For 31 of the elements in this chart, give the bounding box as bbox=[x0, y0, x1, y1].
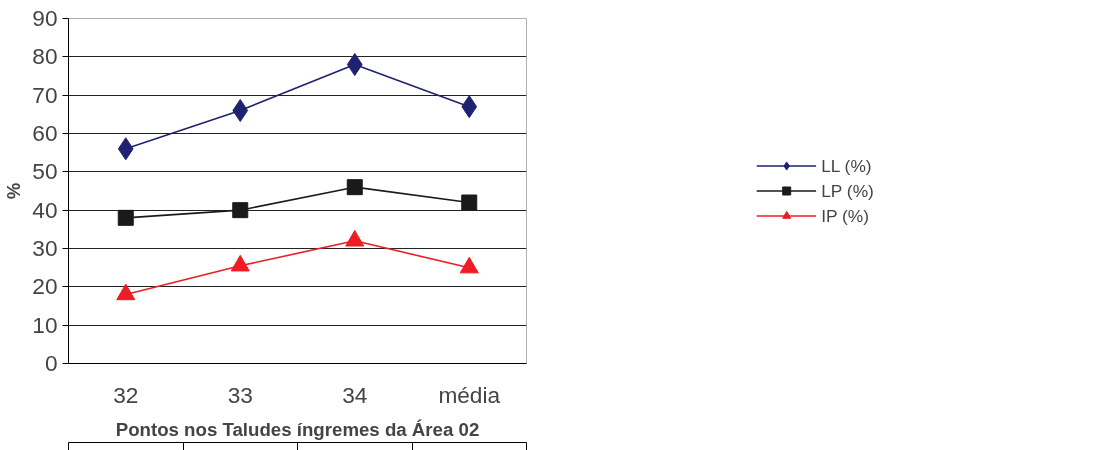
y-tick-label: 10 bbox=[32, 311, 58, 338]
legend-label: LL (%) bbox=[821, 155, 872, 176]
point bbox=[117, 209, 134, 226]
y-tick-label: 60 bbox=[32, 120, 58, 146]
point bbox=[230, 254, 250, 272]
y-tick-label: 80 bbox=[32, 43, 58, 70]
y-tick-label: 50 bbox=[32, 158, 58, 185]
y-tick-label: 20 bbox=[32, 273, 58, 300]
y-axis-title: % bbox=[3, 182, 25, 200]
y-tick-label: 40 bbox=[32, 196, 58, 223]
x-tick-label: 32 bbox=[113, 381, 139, 408]
x-tick-label: 33 bbox=[227, 381, 253, 408]
point bbox=[116, 283, 136, 301]
y-tick-label: 30 bbox=[32, 235, 58, 261]
x-axis-title: Pontos nos Taludes íngremes da Área 02 bbox=[115, 418, 480, 440]
point bbox=[232, 99, 249, 122]
y-tick-label: 70 bbox=[32, 81, 58, 108]
point bbox=[346, 179, 363, 196]
point bbox=[117, 137, 134, 161]
point bbox=[345, 229, 365, 247]
y-tick-label: 0 bbox=[44, 350, 58, 376]
point bbox=[459, 256, 479, 274]
x-tick-label: média bbox=[438, 381, 501, 408]
x-tick-label: 34 bbox=[342, 381, 368, 408]
y-tick-label: 90 bbox=[32, 5, 58, 31]
point bbox=[461, 194, 478, 211]
point bbox=[346, 53, 363, 76]
legend-label: LP (%) bbox=[821, 180, 874, 201]
point bbox=[232, 202, 249, 219]
point bbox=[461, 95, 478, 119]
legend-label: IP (%) bbox=[821, 205, 869, 226]
